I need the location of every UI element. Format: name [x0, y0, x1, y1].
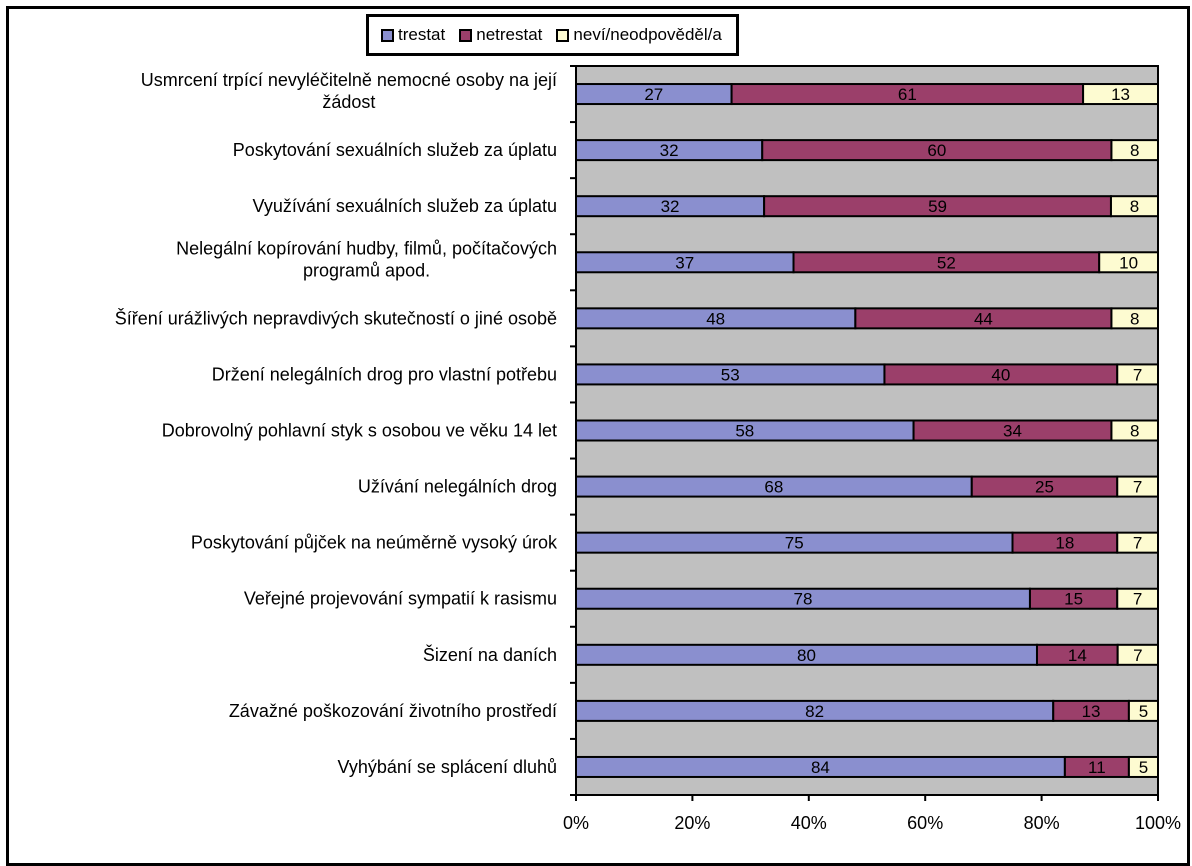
data-label-3-row-8: 7 — [1133, 478, 1142, 497]
legend-item-netrestat: netrestat — [459, 25, 542, 45]
x-tick-label-1: 20% — [674, 813, 710, 833]
data-label-1-row-2: 32 — [660, 141, 679, 160]
data-label-1-row-12: 82 — [805, 702, 824, 721]
data-label-2-row-1: 61 — [898, 85, 917, 104]
legend-label-nevi: neví/neodpověděl/a — [573, 25, 722, 44]
data-label-3-row-6: 7 — [1133, 365, 1142, 384]
data-label-1-row-4: 37 — [675, 253, 694, 272]
data-label-2-row-7: 34 — [1003, 422, 1022, 441]
data-label-1-row-7: 58 — [735, 422, 754, 441]
data-label-1-row-13: 84 — [811, 758, 830, 777]
data-label-3-row-5: 8 — [1130, 309, 1139, 328]
data-label-2-row-9: 18 — [1055, 534, 1074, 553]
data-label-3-row-1: 13 — [1111, 85, 1130, 104]
x-tick-label-2: 40% — [791, 813, 827, 833]
data-label-1-row-9: 75 — [785, 534, 804, 553]
plot-border — [575, 65, 1159, 796]
data-label-2-row-13: 11 — [1088, 758, 1106, 777]
data-label-3-row-9: 7 — [1133, 534, 1142, 553]
x-tick-label-5: 100% — [1135, 813, 1181, 833]
data-label-3-row-4: 10 — [1119, 253, 1138, 272]
legend-label-netrestat: netrestat — [476, 25, 543, 44]
data-label-1-row-11: 80 — [797, 646, 816, 665]
x-tick-label-3: 60% — [907, 813, 943, 833]
data-label-3-row-13: 5 — [1139, 758, 1148, 777]
data-label-3-row-12: 5 — [1139, 702, 1148, 721]
data-label-1-row-6: 53 — [721, 365, 740, 384]
data-label-2-row-10: 15 — [1064, 590, 1083, 609]
legend-item-trestat: trestat — [381, 25, 445, 45]
data-label-2-row-11: 14 — [1068, 646, 1087, 665]
category-label-8: Užívání nelegálních drog — [358, 477, 557, 497]
category-label-1-line-2: žádost — [322, 92, 375, 112]
data-label-2-row-2: 60 — [927, 141, 946, 160]
data-label-3-row-11: 7 — [1133, 646, 1142, 665]
data-label-2-row-8: 25 — [1035, 478, 1054, 497]
data-label-1-row-1: 27 — [644, 85, 663, 104]
data-label-2-row-6: 40 — [991, 365, 1010, 384]
category-label-9: Poskytování půjček na neúměrně vysoký úr… — [191, 533, 558, 553]
category-label-1-line-1: Usmrcení trpící nevyléčitelně nemocné os… — [141, 70, 557, 90]
data-label-2-row-4: 52 — [937, 253, 956, 272]
data-label-1-row-5: 48 — [706, 309, 725, 328]
legend-label-trestat: trestat — [398, 25, 446, 44]
data-label-2-row-5: 44 — [974, 309, 993, 328]
data-label-1-row-8: 68 — [764, 478, 783, 497]
category-label-2: Poskytování sexuálních služeb za úplatu — [233, 140, 557, 160]
chart-legend: trestat netrestat neví/neodpověděl/a — [366, 14, 739, 56]
data-label-3-row-3: 8 — [1130, 197, 1139, 216]
category-label-12: Závažné poškozování životního prostředí — [229, 701, 557, 721]
legend-swatch-trestat — [381, 28, 394, 42]
x-tick-label-0: 0% — [563, 813, 589, 833]
legend-item-nevi: neví/neodpověděl/a — [556, 25, 722, 45]
legend-swatch-netrestat — [459, 28, 473, 42]
category-label-10: Veřejné projevování sympatií k rasismu — [244, 589, 557, 609]
category-label-3: Využívání sexuálních služeb za úplatu — [252, 196, 557, 216]
data-label-1-row-10: 78 — [794, 590, 813, 609]
data-label-1-row-3: 32 — [661, 197, 680, 216]
data-label-3-row-2: 8 — [1130, 141, 1139, 160]
category-label-11: Šizení na daních — [423, 644, 557, 665]
x-tick-label-4: 80% — [1024, 813, 1060, 833]
category-label-5: Šíření urážlivých nepravdivých skutečnos… — [115, 307, 557, 328]
data-label-3-row-10: 7 — [1133, 590, 1142, 609]
data-label-2-row-12: 13 — [1082, 702, 1101, 721]
category-label-13: Vyhýbání se splácení dluhů — [338, 757, 557, 777]
category-label-4-line-2: programů apod. — [303, 260, 430, 280]
category-label-4-line-1: Nelegální kopírování hudby, filmů, počít… — [176, 238, 557, 258]
legend-swatch-nevi — [556, 28, 570, 42]
data-label-2-row-3: 59 — [928, 197, 947, 216]
category-label-7: Dobrovolný pohlavní styk s osobou ve věk… — [162, 421, 557, 441]
data-label-3-row-7: 8 — [1130, 422, 1139, 441]
category-label-6: Držení nelegálních drog pro vlastní potř… — [212, 364, 557, 384]
